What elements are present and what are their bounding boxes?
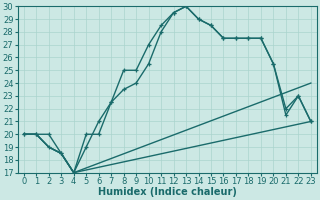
X-axis label: Humidex (Indice chaleur): Humidex (Indice chaleur) [98, 187, 237, 197]
